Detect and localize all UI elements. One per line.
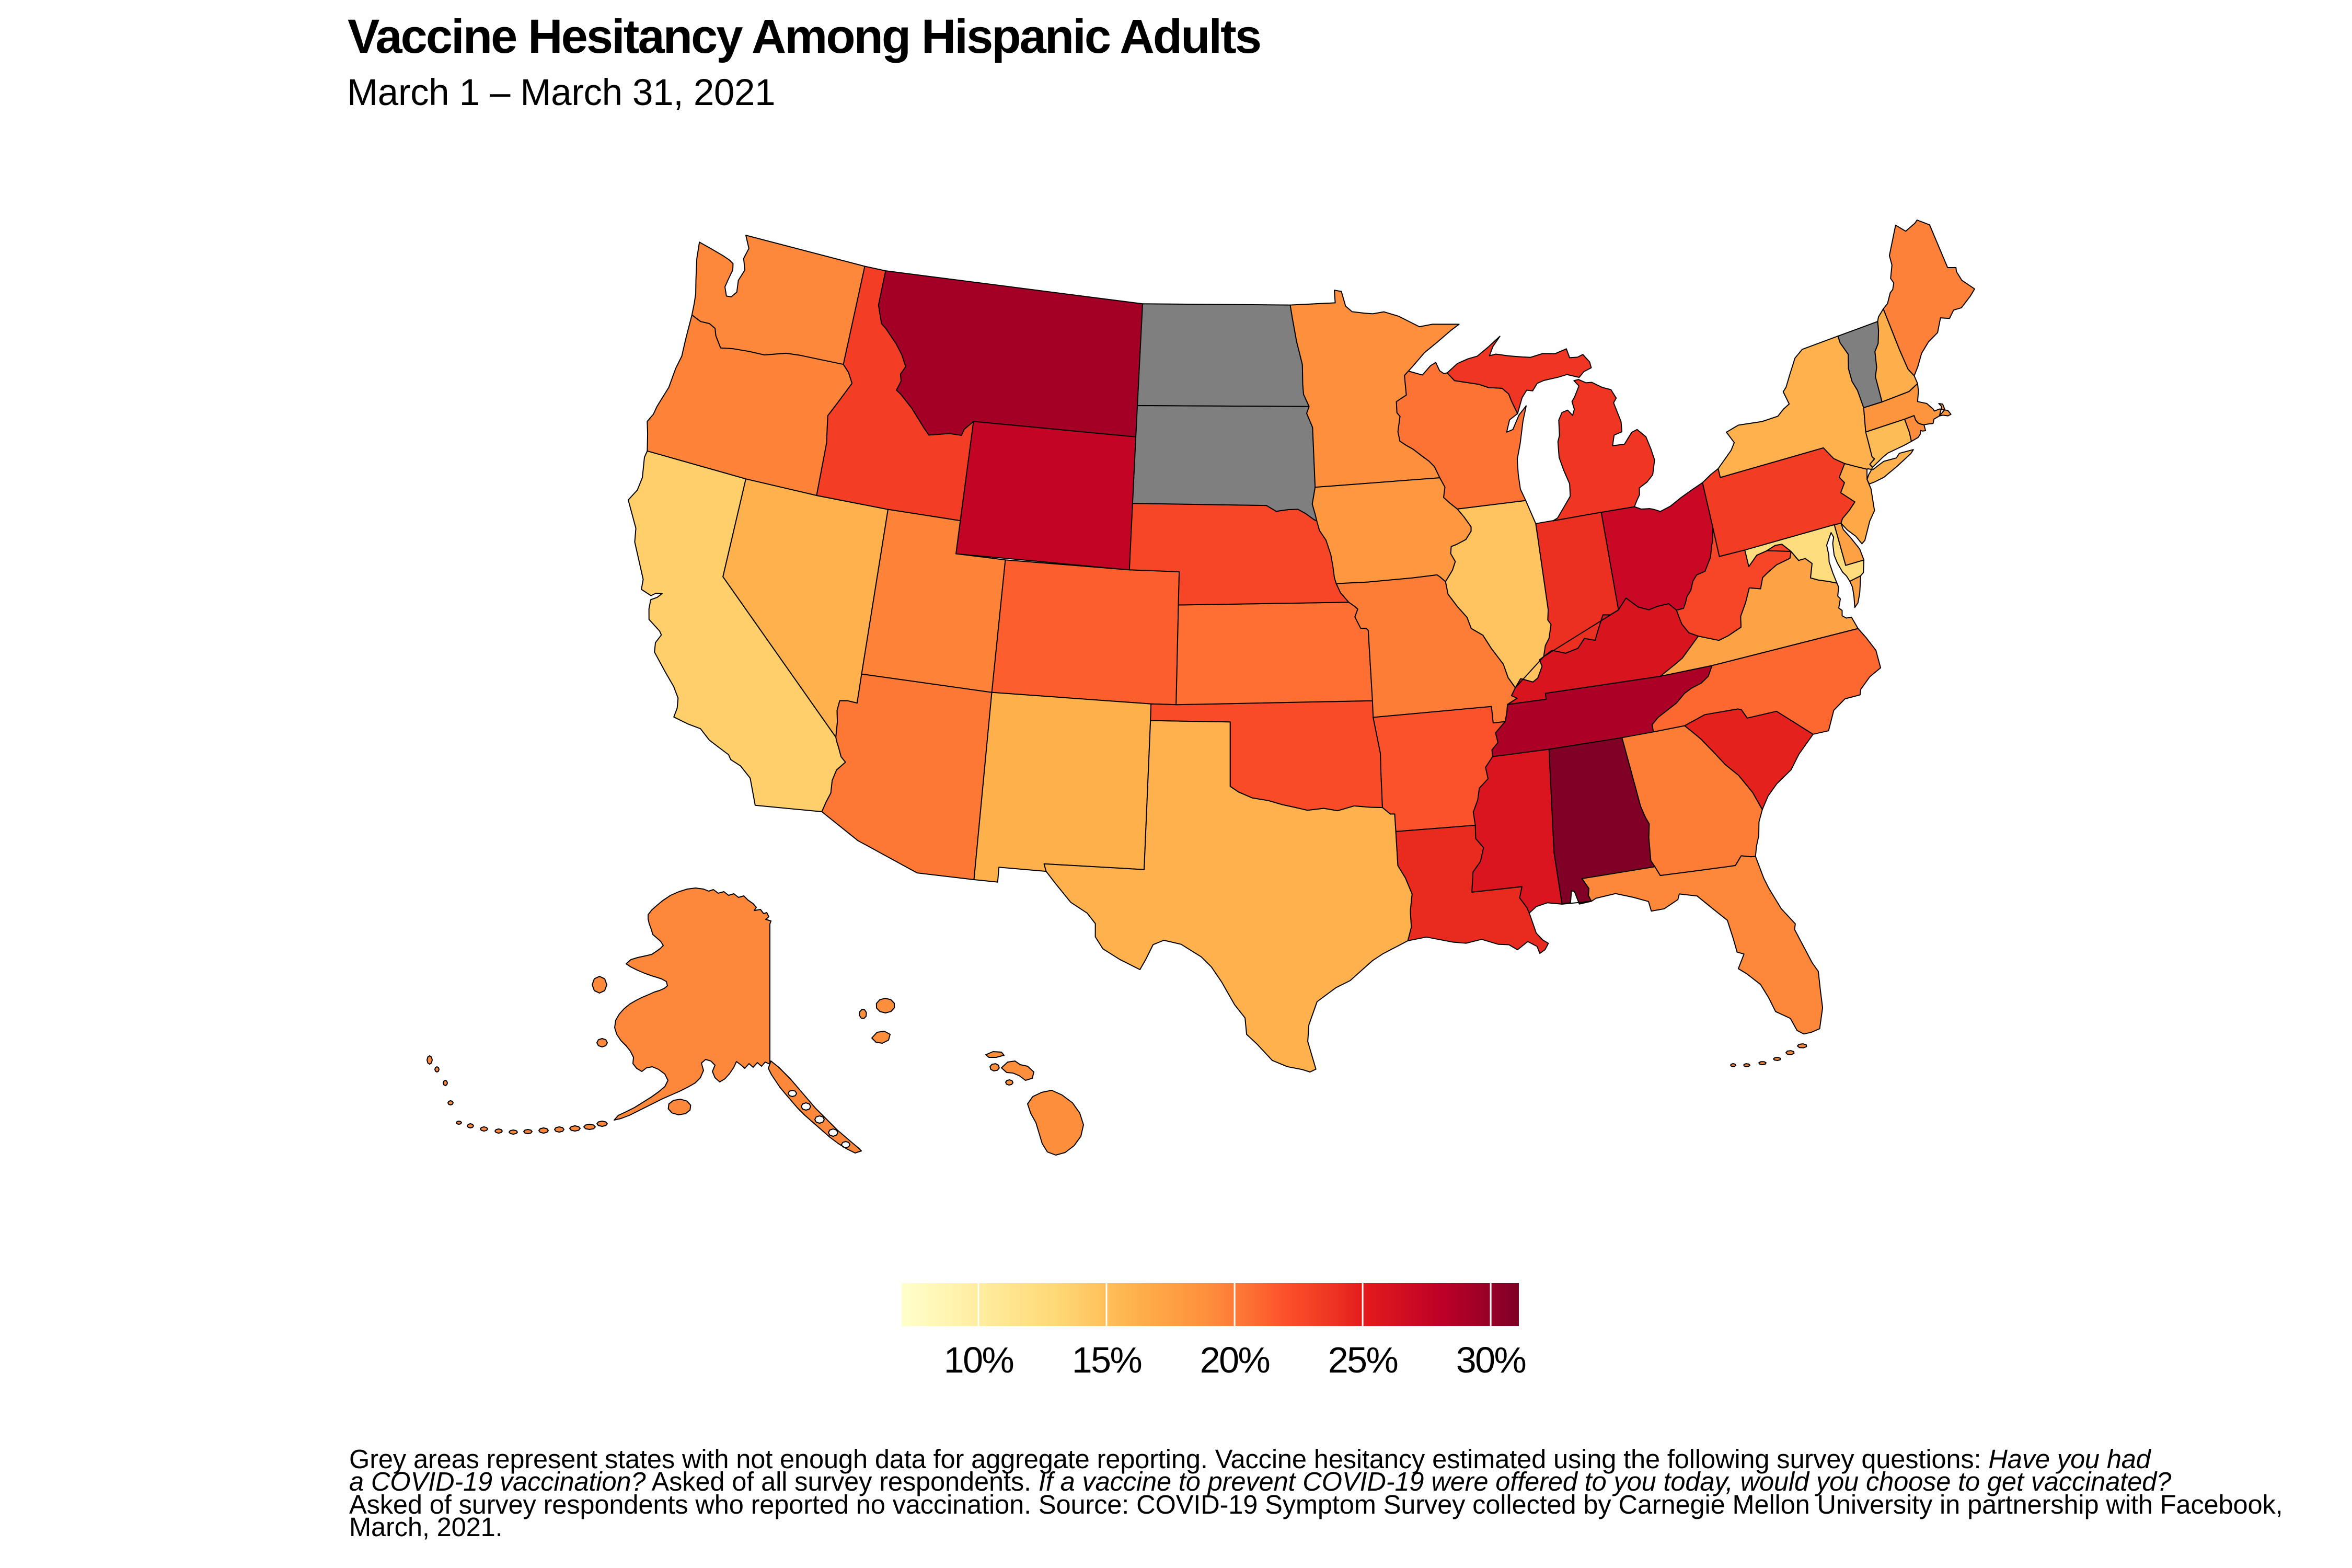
svg-text:10%: 10% [944, 1340, 1013, 1380]
svg-text:20%: 20% [1200, 1340, 1270, 1380]
svg-text:25%: 25% [1328, 1340, 1398, 1380]
svg-text:15%: 15% [1072, 1340, 1142, 1380]
svg-text:30%: 30% [1456, 1340, 1526, 1380]
